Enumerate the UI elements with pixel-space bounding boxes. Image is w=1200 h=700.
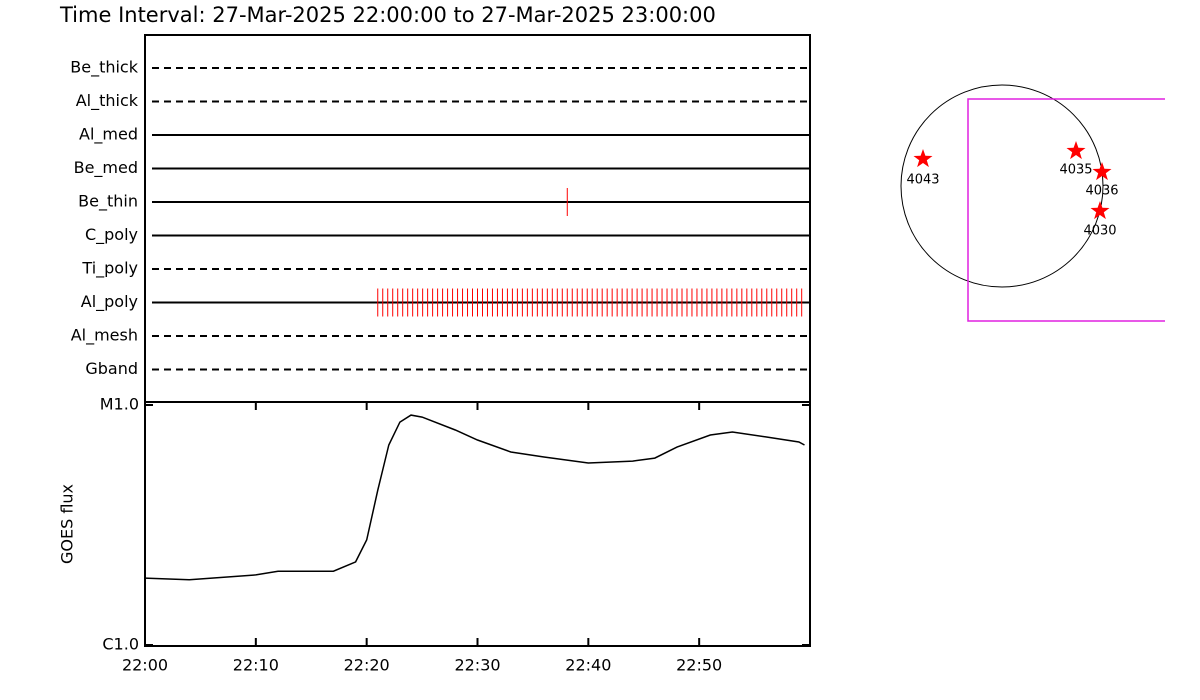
region-star: [1092, 162, 1112, 181]
y-tick-label: C1.0: [102, 635, 139, 654]
row-label: Al_mesh: [71, 326, 138, 346]
x-tick-label: 22:00: [122, 656, 168, 675]
row-label: Be_thick: [70, 58, 138, 78]
row-label: Al_med: [79, 125, 138, 145]
goes-panel-frame: [144, 401, 811, 647]
region-label: 4036: [1085, 184, 1118, 199]
row-label: Al_poly: [81, 292, 138, 312]
region-label: 4035: [1059, 163, 1092, 178]
region-label: 4030: [1083, 224, 1116, 239]
row-label: Be_thin: [78, 192, 138, 212]
region-star: [1066, 141, 1086, 160]
x-tick-label: 22:10: [233, 656, 279, 675]
row-label: Ti_poly: [81, 259, 138, 279]
x-tick-label: 22:50: [676, 656, 722, 675]
x-tick-label: 22:40: [565, 656, 611, 675]
y-tick-label: M1.0: [100, 395, 139, 414]
x-tick-label: 22:20: [344, 656, 390, 675]
filter-panel-frame: [144, 34, 811, 403]
sun-map: 4043 4035 4036 4030: [900, 84, 1165, 322]
x-tick-label: 22:30: [454, 656, 500, 675]
row-label: Gband: [85, 359, 138, 378]
region-label: 4043: [906, 173, 939, 188]
goes-flux-line: [144, 414, 805, 581]
row-label: Al_thick: [76, 91, 139, 111]
region-star: [1090, 201, 1110, 220]
row-label: C_poly: [85, 225, 138, 245]
field-of-view: [967, 98, 1165, 322]
row-label: Be_med: [74, 158, 138, 178]
y-axis-label: GOES flux: [58, 484, 77, 564]
region-stars: [913, 141, 1112, 220]
solar-disk: [900, 84, 1104, 288]
region-star: [913, 149, 933, 168]
chart-title: Time Interval: 27-Mar-2025 22:00:00 to 2…: [59, 3, 716, 27]
